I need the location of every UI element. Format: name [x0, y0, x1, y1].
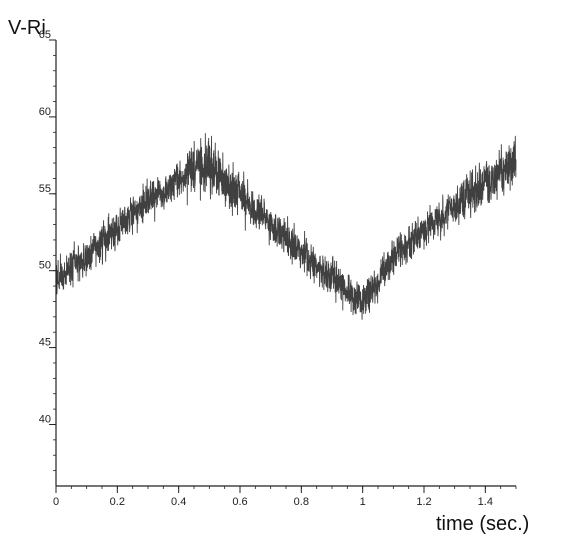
x-tick-label: 1.2 [416, 496, 431, 508]
y-tick-label: 45 [39, 337, 51, 349]
plot-area: 0 0.2 0.4 0.6 0.8 1 1.2 1.4 40 45 50 55 60 65 [39, 29, 517, 508]
y-tick-label: 55 [39, 183, 51, 195]
y-tick-label: 65 [39, 29, 51, 41]
x-tick-label: 0.4 [171, 496, 186, 508]
y-tick-label: 50 [39, 260, 51, 272]
x-tick-label: 0.8 [294, 496, 309, 508]
x-tick-label: 1 [360, 496, 366, 508]
x-tick-label: 1.4 [478, 496, 493, 508]
y-tick-label: 60 [39, 106, 51, 118]
series-line [55, 133, 517, 320]
x-tick-label: 0 [53, 496, 59, 508]
y-axis-title: V-Ri [8, 17, 46, 39]
x-axis-title: time (sec.) [436, 513, 529, 534]
x-tick-label: 0.2 [110, 496, 125, 508]
x-tick-label: 0.6 [232, 496, 247, 508]
y-tick-label: 40 [39, 413, 51, 425]
